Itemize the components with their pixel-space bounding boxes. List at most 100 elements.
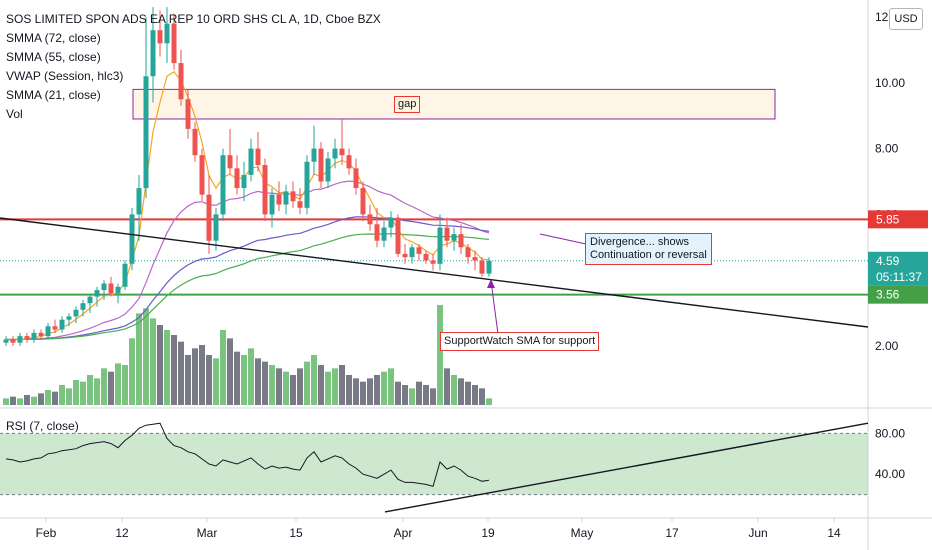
rsi-band [0, 433, 868, 495]
support-note[interactable]: SupportWatch SMA for support [440, 332, 600, 351]
volume-bar [129, 338, 135, 405]
candle-body [353, 168, 359, 189]
volume-bar [458, 378, 464, 405]
candle-body [45, 326, 51, 337]
candle-body [409, 247, 415, 258]
candle-body [360, 188, 366, 215]
candle-body [80, 303, 86, 310]
candle-body [430, 260, 436, 264]
divergence-line-1: Divergence... shows [590, 236, 690, 248]
candle-body [262, 165, 268, 215]
volume-bar [430, 388, 436, 405]
price-tick-label: 8.00 [875, 142, 899, 156]
volume-bar [24, 395, 30, 405]
candle-body [122, 263, 128, 287]
volume-bar [276, 368, 282, 405]
candle-body [129, 214, 135, 264]
price-tick-label: 10.00 [875, 76, 905, 90]
time-tick-label: 19 [481, 526, 495, 540]
candle-body [269, 194, 275, 215]
candles [3, 7, 492, 346]
time-tick-label: Mar [197, 526, 218, 540]
candle-body [332, 148, 338, 159]
gap-zone[interactable] [132, 88, 776, 120]
arrow-shaft [490, 280, 499, 335]
candle-body [290, 191, 296, 202]
indicator-smma72[interactable]: SMMA (72, close) [6, 31, 101, 45]
bar-countdown-label: 05:11:37 [876, 270, 922, 284]
gap-label[interactable]: gap [394, 96, 421, 113]
indicator-vwap[interactable]: VWAP (Session, hlc3) [6, 69, 124, 83]
candle-body [108, 283, 114, 294]
volume-bar [472, 385, 478, 405]
chart-legend: SOS LIMITED SPON ADS EA REP 10 ORD SHS C… [6, 10, 381, 124]
time-axis[interactable]: Feb 12 Mar 15 Apr 19 May 17 Jun 14 [36, 526, 841, 540]
candle-body [374, 224, 380, 241]
candle-body [157, 30, 163, 44]
candle-body [31, 332, 37, 340]
vwap-line [5, 180, 490, 341]
price-axis[interactable]: 12.0010.008.006.004.002.005.853.564.5905… [868, 10, 928, 481]
volume-bar [206, 355, 212, 405]
volume-bar [479, 388, 485, 405]
volume-bar [402, 385, 408, 405]
rsi-legend[interactable]: RSI (7, close) [6, 419, 79, 433]
indicator-smma21[interactable]: SMMA (21, close) [6, 88, 101, 102]
divergence-note[interactable]: Divergence... shows Continuation or reve… [585, 233, 712, 265]
volume-bar [101, 368, 107, 405]
candle-body [402, 253, 408, 258]
volume-bar [136, 313, 142, 405]
candle-body [395, 217, 401, 254]
volume-bar [150, 318, 156, 405]
candle-body [66, 316, 72, 320]
candle-body [213, 214, 219, 241]
volume-bar [213, 358, 219, 405]
volume-bar [318, 365, 324, 405]
volume-bar [59, 385, 65, 405]
volume-bar [346, 375, 352, 405]
volume-bar [283, 371, 289, 405]
candle-body [115, 286, 121, 294]
candle-body [465, 247, 471, 258]
candle-body [17, 336, 23, 343]
volume-bar [269, 365, 275, 405]
candle-body [339, 148, 345, 156]
candle-body [451, 234, 457, 241]
candle-body [73, 309, 79, 317]
volume-bar [353, 378, 359, 405]
candle-body [234, 168, 240, 189]
indicator-volume[interactable]: Vol [6, 107, 23, 121]
volume-bar [486, 398, 492, 405]
rsi-trendline [384, 422, 869, 513]
symbol-title[interactable]: SOS LIMITED SPON ADS EA REP 10 ORD SHS C… [6, 12, 381, 26]
time-tick-label: Jun [748, 526, 767, 540]
volume-bar [122, 365, 128, 405]
volume-bar [325, 371, 331, 405]
candle-body [192, 128, 198, 156]
candle-body [297, 201, 303, 208]
volume-bar [297, 368, 303, 405]
volume-bar [80, 381, 86, 405]
candle-body [248, 148, 254, 175]
volume-bar [66, 388, 72, 405]
currency-button[interactable]: USD [889, 8, 923, 30]
volume-bar [143, 308, 149, 405]
trendlines[interactable] [0, 217, 869, 328]
candle-body [10, 339, 16, 343]
candle-body [444, 227, 450, 241]
candle-body [150, 30, 156, 77]
gap-rectangle [132, 88, 776, 120]
indicator-smma55[interactable]: SMMA (55, close) [6, 50, 101, 64]
volume-bar [465, 381, 471, 405]
time-tick-label: Feb [36, 526, 57, 540]
volume-bar [178, 341, 184, 405]
volume-bar [444, 368, 450, 405]
time-tick-label: 12 [115, 526, 129, 540]
volume-bar [38, 393, 44, 405]
candle-body [94, 290, 100, 297]
candle-body [388, 217, 394, 228]
volume-bar [451, 375, 457, 405]
candle-body [381, 227, 387, 241]
price-levels [0, 218, 868, 296]
